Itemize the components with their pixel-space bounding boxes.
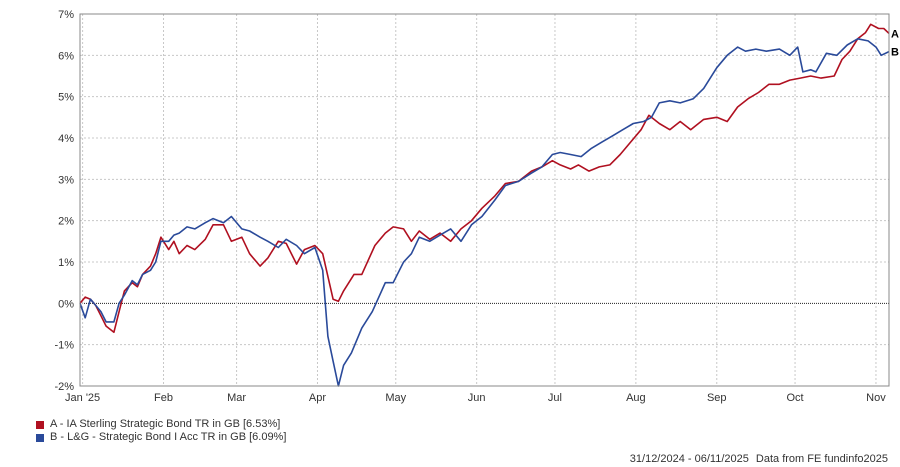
legend-swatch-a <box>36 420 44 429</box>
legend-swatch-b <box>36 433 44 442</box>
y-tick-label: 3% <box>58 174 74 186</box>
x-tick-label: Mar <box>227 392 246 404</box>
y-tick-label: 2% <box>58 216 74 228</box>
y-tick-label: 5% <box>58 92 74 104</box>
footer: 31/12/2024 - 06/11/2025 Data from FE fun… <box>630 453 888 465</box>
x-tick-label: Aug <box>626 392 646 404</box>
legend-label-b: B - L&G - Strategic Bond I Acc TR in GB … <box>50 431 287 443</box>
x-tick-label: Sep <box>707 392 727 404</box>
footer-source: Data from FE fundinfo2025 <box>755 453 888 465</box>
series-line-a <box>79 23 890 334</box>
x-axis-ticks: Jan '25 Feb Mar Apr May Jun Jul Aug Sep Oct Nov <box>65 392 886 404</box>
y-axis-ticks: -2% -1% 0% 1% 2% 3% 4% 5% 6% 7% <box>54 9 74 393</box>
series-lines <box>79 23 890 387</box>
line-chart: -2% -1% 0% 1% 2% 3% 4% 5% 6% 7% Jan '25 Feb Mar Apr M… <box>54 9 899 404</box>
x-tick-label: Jul <box>548 392 562 404</box>
y-tick-label: 1% <box>58 257 74 269</box>
end-marker-b: B <box>891 47 899 59</box>
plot-frame <box>79 13 890 387</box>
legend-item-b: B - L&G - Strategic Bond I Acc TR in GB … <box>36 431 286 444</box>
x-tick-label: Apr <box>309 392 326 404</box>
legend-label-a: A - IA Sterling Strategic Bond TR in GB … <box>50 418 281 430</box>
x-tick-label: Feb <box>154 392 173 404</box>
grid <box>80 14 889 386</box>
y-tick-label: 7% <box>58 9 74 21</box>
y-tick-label: 0% <box>58 298 74 310</box>
x-tick-label: Jun <box>468 392 486 404</box>
legend-item-a: A - IA Sterling Strategic Bond TR in GB … <box>36 418 286 431</box>
end-marker-a: A <box>891 28 899 40</box>
y-tick-label: 4% <box>58 133 74 145</box>
x-tick-label: Oct <box>786 392 803 404</box>
series-line-b <box>79 38 890 387</box>
y-tick-label: -2% <box>54 381 74 393</box>
end-markers: AB <box>891 28 899 58</box>
footer-date-range: 31/12/2024 - 06/11/2025 <box>629 453 749 465</box>
x-tick-label: May <box>385 392 406 404</box>
x-tick-label: Nov <box>866 392 886 404</box>
legend: A - IA Sterling Strategic Bond TR in GB … <box>36 418 286 444</box>
x-tick-label: Jan '25 <box>65 392 100 404</box>
y-tick-label: -1% <box>54 340 74 352</box>
y-tick-label: 6% <box>58 50 74 62</box>
